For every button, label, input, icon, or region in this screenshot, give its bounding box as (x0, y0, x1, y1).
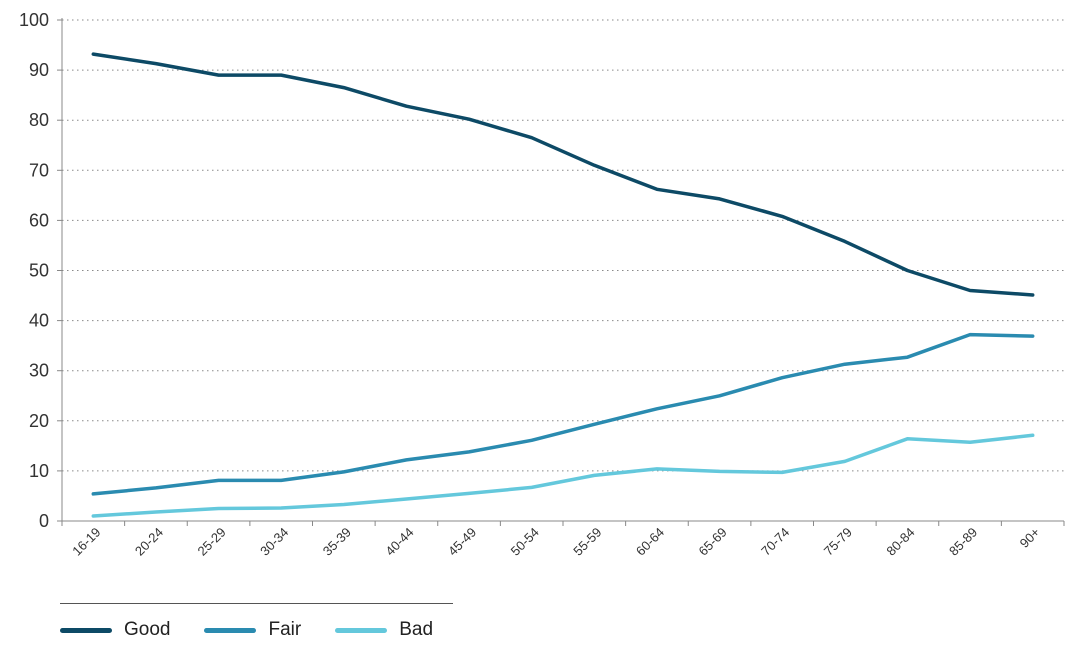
y-tick-label: 50 (29, 261, 49, 281)
x-axis-ticks: 16-19 20-24 25-29 30-34 35-39 40-44 45-49 50-54… (69, 525, 1042, 559)
x-tick-label: 60-64 (633, 525, 667, 559)
x-tick-label: 70-74 (758, 525, 792, 559)
legend-swatch-bad (335, 627, 388, 633)
y-tick-label: 20 (29, 411, 49, 431)
line-chart: 0 10 20 30 40 50 60 70 80 90 100 16-19 20-24 25-29 30… (19, 10, 1065, 559)
x-tick-label: 25-29 (195, 525, 229, 559)
legend-divider (60, 603, 453, 604)
x-tick-label: 35-39 (320, 525, 354, 559)
x-tick-label: 40-44 (382, 525, 416, 559)
legend-swatch-good (60, 627, 112, 633)
x-tick-label: 80-84 (883, 525, 917, 559)
x-tick-label: 16-19 (69, 525, 103, 559)
x-tick-label: 90+ (1017, 525, 1043, 551)
y-tick-label: 90 (29, 60, 49, 80)
legend-label-good: Good (124, 619, 171, 640)
y-tick-label: 70 (29, 160, 49, 180)
x-tick-label: 65-69 (696, 525, 730, 559)
x-tick-label: 20-24 (132, 525, 166, 559)
legend-item-good: Good (60, 619, 170, 641)
series-line-bad (91, 433, 1035, 518)
x-tick-label: 50-54 (508, 525, 542, 559)
y-tick-label: 0 (39, 511, 49, 531)
legend-item-fair: Fair (204, 619, 301, 641)
x-tick-label: 30-34 (257, 525, 291, 559)
series-line-good (91, 52, 1035, 297)
x-tick-label: 75-79 (821, 525, 855, 559)
grid-lines (62, 19, 1064, 472)
y-tick-label: 100 (19, 10, 49, 30)
x-tick-label: 55-59 (570, 525, 604, 559)
y-tick-label: 60 (29, 210, 49, 230)
axes (57, 18, 1065, 526)
legend-label-bad: Bad (399, 619, 434, 640)
legend-label-fair: Fair (268, 619, 302, 640)
y-tick-label: 10 (29, 461, 49, 481)
series-line-fair (91, 332, 1035, 496)
series-lines (91, 52, 1035, 518)
legend-item-bad: Bad (335, 619, 433, 641)
legend: Good Fair Bad (60, 619, 467, 641)
x-tick-label: 45-49 (445, 525, 479, 559)
y-tick-label: 40 (29, 311, 49, 331)
y-tick-label: 80 (29, 110, 49, 130)
y-tick-label: 30 (29, 361, 49, 381)
x-tick-label: 85-89 (946, 525, 980, 559)
y-axis-ticks: 0 10 20 30 40 50 60 70 80 90 100 (19, 10, 49, 531)
legend-swatch-fair (204, 627, 257, 633)
